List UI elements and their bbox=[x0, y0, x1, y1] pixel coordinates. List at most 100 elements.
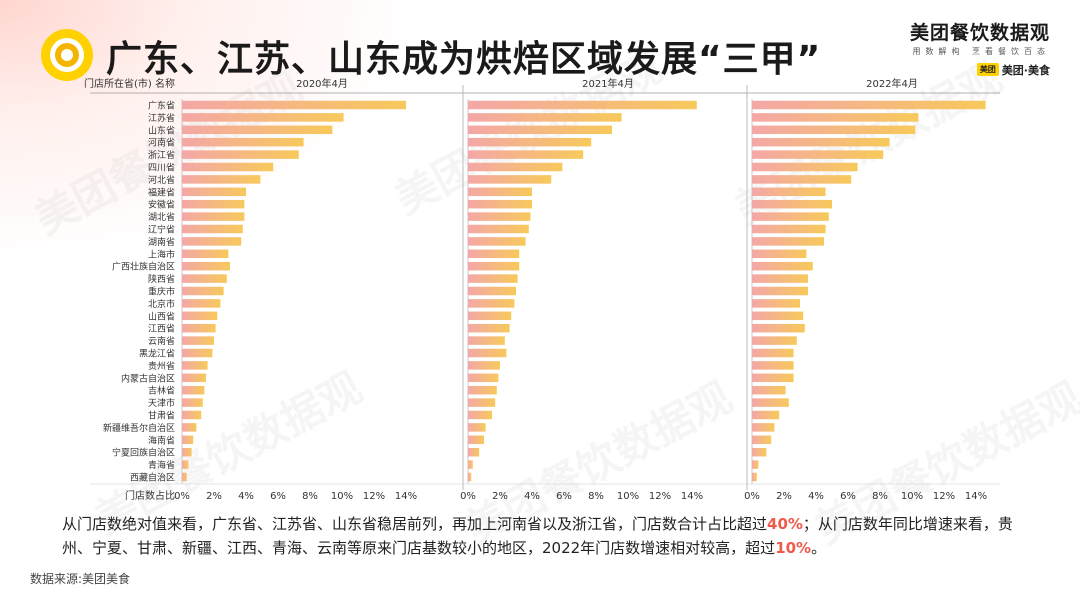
bar bbox=[752, 137, 890, 147]
bar bbox=[752, 336, 797, 345]
category-label: 山西省 bbox=[148, 310, 175, 322]
category-label: 江西省 bbox=[148, 323, 175, 335]
x-tick-label: 2% bbox=[206, 491, 222, 502]
bar bbox=[468, 472, 472, 482]
bar bbox=[468, 261, 520, 271]
bar bbox=[468, 249, 520, 259]
category-label: 福建省 bbox=[148, 186, 175, 198]
description-text: ；从门店数年同比增速来看，贵州、宁夏、甘肃、新疆、江西、青海、云南等原来门店基数… bbox=[62, 515, 1013, 557]
bar bbox=[468, 237, 526, 246]
description-text: 。 bbox=[811, 539, 827, 557]
bar bbox=[468, 361, 500, 370]
category-label: 宁夏回族自治区 bbox=[112, 447, 175, 459]
bar bbox=[752, 385, 786, 395]
bar bbox=[182, 125, 333, 135]
bar bbox=[468, 113, 622, 122]
category-label: 新疆维吾尔自治区 bbox=[103, 422, 175, 434]
category-label: 陕西省 bbox=[148, 273, 175, 285]
bar bbox=[752, 199, 832, 209]
bar bbox=[182, 398, 203, 407]
bar bbox=[182, 237, 242, 246]
bar bbox=[468, 224, 529, 234]
bar bbox=[468, 187, 532, 197]
bar bbox=[468, 162, 563, 172]
bar bbox=[468, 199, 532, 209]
bar bbox=[182, 423, 197, 432]
category-label: 湖北省 bbox=[148, 211, 175, 223]
bar bbox=[468, 100, 697, 110]
x-tick-label: 14% bbox=[681, 491, 703, 502]
description-text: 从门店数绝对值来看，广东省、江苏省、山东省稳居前列，再加上河南省以及浙江省，门店… bbox=[62, 515, 768, 533]
bar bbox=[182, 373, 206, 383]
x-tick-label: 6% bbox=[270, 491, 286, 502]
bar bbox=[752, 249, 807, 259]
bar bbox=[752, 162, 858, 172]
x-tick-label: 2% bbox=[776, 491, 792, 502]
bar bbox=[182, 100, 406, 110]
bar bbox=[468, 423, 486, 432]
bar bbox=[182, 113, 344, 122]
category-label: 内蒙古自治区 bbox=[121, 372, 175, 384]
bar bbox=[752, 175, 852, 184]
bar bbox=[182, 385, 205, 395]
bar bbox=[182, 261, 230, 271]
bar bbox=[468, 460, 473, 469]
bar bbox=[182, 286, 224, 296]
category-label: 广东省 bbox=[148, 100, 175, 112]
x-tick-label: 10% bbox=[901, 491, 923, 502]
category-label: 重庆市 bbox=[148, 286, 175, 298]
bar bbox=[468, 348, 507, 358]
bar bbox=[752, 261, 813, 271]
x-tick-label: 10% bbox=[617, 491, 639, 502]
bar bbox=[468, 175, 552, 184]
category-label: 贵州省 bbox=[148, 360, 175, 372]
category-label: 河南省 bbox=[148, 137, 175, 149]
x-tick-label: 8% bbox=[872, 491, 888, 502]
bar bbox=[468, 398, 496, 407]
bar bbox=[182, 249, 229, 259]
bar bbox=[468, 447, 480, 457]
bar bbox=[182, 162, 274, 172]
bar bbox=[182, 323, 216, 333]
bar bbox=[182, 435, 194, 445]
bar bbox=[752, 100, 986, 110]
bar bbox=[752, 398, 789, 407]
category-label: 天津市 bbox=[148, 397, 175, 409]
bar bbox=[468, 299, 515, 308]
bar bbox=[182, 410, 202, 420]
bar bbox=[468, 311, 512, 321]
bar bbox=[468, 373, 499, 383]
x-tick-label: 12% bbox=[363, 491, 385, 502]
bar bbox=[752, 286, 808, 296]
x-tick-label: 4% bbox=[808, 491, 824, 502]
bar bbox=[182, 336, 214, 345]
x-tick-label: 8% bbox=[588, 491, 604, 502]
bar bbox=[752, 212, 829, 221]
panel-title: 2022年4月 bbox=[866, 77, 918, 90]
bar bbox=[752, 410, 780, 420]
bar bbox=[182, 212, 245, 221]
x-tick-label: 10% bbox=[331, 491, 353, 502]
x-tick-label: 14% bbox=[965, 491, 987, 502]
bar bbox=[182, 361, 208, 370]
x-tick-label: 0% bbox=[460, 491, 476, 502]
bar bbox=[182, 199, 245, 209]
bar bbox=[752, 125, 916, 135]
brand-block: 美团餐饮数据观 用数解构 烹看餐饮百态 美团 美团·美食 bbox=[910, 18, 1050, 78]
bar bbox=[752, 237, 824, 246]
x-tick-label: 0% bbox=[174, 491, 190, 502]
bar bbox=[468, 274, 518, 283]
bar bbox=[468, 286, 516, 296]
x-tick-label: 0% bbox=[744, 491, 760, 502]
bar bbox=[752, 323, 805, 333]
bar bbox=[752, 274, 808, 283]
bar bbox=[468, 137, 592, 147]
category-label: 海南省 bbox=[148, 434, 175, 446]
category-label: 四川省 bbox=[148, 162, 175, 174]
bar bbox=[468, 323, 510, 333]
bar bbox=[752, 361, 794, 370]
category-label: 西藏自治区 bbox=[130, 472, 175, 484]
bar bbox=[468, 410, 492, 420]
x-tick-label: 8% bbox=[302, 491, 318, 502]
bar bbox=[752, 187, 826, 197]
